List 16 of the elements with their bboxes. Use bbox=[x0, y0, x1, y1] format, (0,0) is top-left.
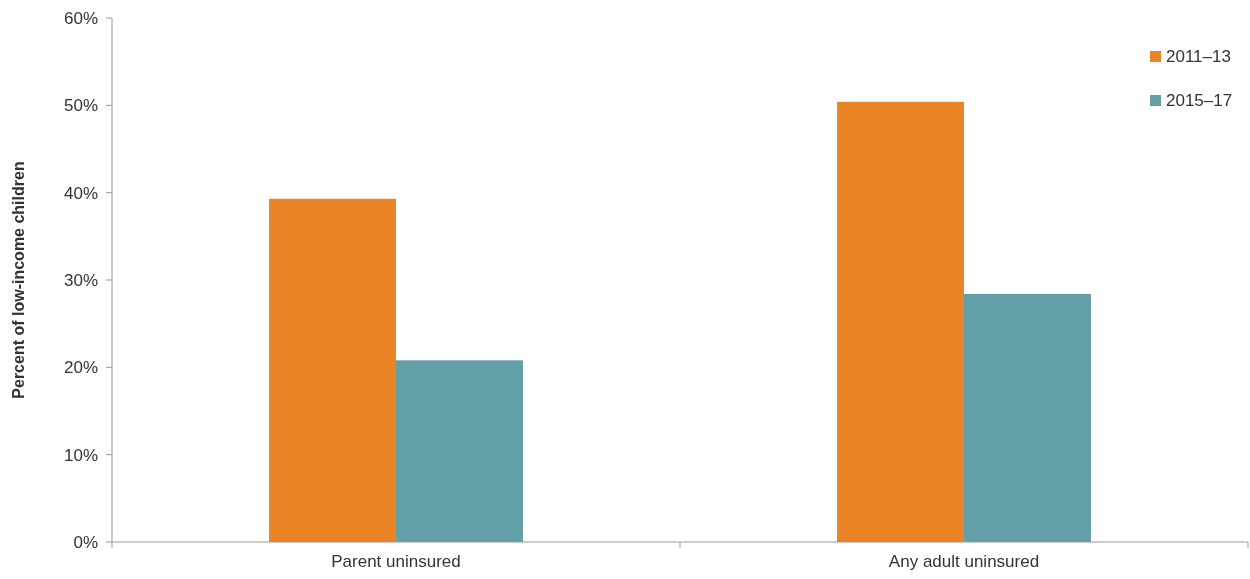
y-tick-label: 0% bbox=[73, 532, 98, 552]
y-tick-label: 10% bbox=[63, 445, 98, 465]
bar bbox=[269, 198, 396, 542]
x-tick-label: Parent uninsured bbox=[331, 552, 461, 571]
y-axis-title: Percent of low-income children bbox=[10, 161, 27, 399]
y-tick-label: 30% bbox=[63, 270, 98, 290]
bar bbox=[837, 101, 964, 542]
legend-label: 2011–13 bbox=[1166, 47, 1231, 66]
y-tick-label: 40% bbox=[63, 183, 98, 203]
x-tick-label: Any adult uninsured bbox=[888, 552, 1040, 571]
y-tick-label: 50% bbox=[63, 96, 98, 116]
bar bbox=[396, 360, 523, 542]
bar bbox=[964, 293, 1091, 542]
y-tick-label: 20% bbox=[63, 358, 98, 378]
legend-label: 2015–17 bbox=[1166, 91, 1233, 110]
y-tick-label: 60% bbox=[63, 8, 98, 28]
